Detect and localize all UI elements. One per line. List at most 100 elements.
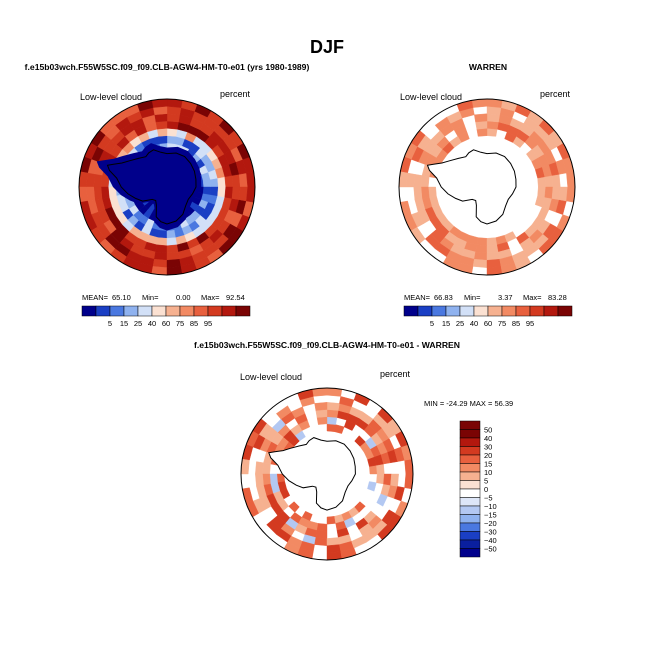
map-cell <box>314 537 328 546</box>
map-cell <box>420 186 430 199</box>
diff-stats: MIN = -24.29 MAX = 56.39 <box>424 399 513 408</box>
map-cell <box>155 120 168 130</box>
map-cell <box>376 473 385 485</box>
colorbar-swatch <box>81 305 97 317</box>
colorbar-tick-label: 15 <box>442 319 450 328</box>
map-cell <box>544 186 554 199</box>
map-cell <box>315 530 328 539</box>
colorbar-tick-label: 40 <box>470 319 478 328</box>
obs-polar-map <box>398 98 576 276</box>
colorbar-tick-label: −20 <box>484 519 497 528</box>
colorbar-swatch <box>459 454 481 464</box>
colorbar-tick-label: 75 <box>176 319 184 328</box>
colorbar-tick-label: −5 <box>484 494 493 503</box>
map-cell <box>383 473 392 486</box>
map-cell <box>262 462 271 475</box>
map-cell <box>166 237 178 246</box>
page-title: DJF <box>310 37 344 57</box>
map-cell <box>262 473 271 486</box>
map-cell <box>79 171 88 188</box>
colorbar-swatch <box>165 305 181 317</box>
map-cell <box>255 473 264 487</box>
obs-mean-value: 66.83 <box>434 293 453 302</box>
colorbar-swatch <box>431 305 447 317</box>
map-cell <box>326 388 343 397</box>
map-cell <box>354 501 366 513</box>
obs-max-value: 83.28 <box>548 293 567 302</box>
map-cell <box>269 473 278 485</box>
colorbar-swatch <box>487 305 503 317</box>
map-cell <box>376 463 385 475</box>
colorbar-swatch <box>459 480 481 490</box>
model-mean-value: 65.10 <box>112 293 131 302</box>
map-cell <box>486 113 500 123</box>
map-cell <box>157 230 168 239</box>
colorbar-tick-label: 50 <box>484 426 492 435</box>
colorbar-tick-label: 15 <box>484 460 492 469</box>
map-cell <box>326 544 341 554</box>
obs-colorbar: 5 15 25 40 60 75 85 95 <box>403 305 573 328</box>
map-cell <box>486 237 498 246</box>
map-cell <box>428 186 437 198</box>
colorbar-swatch <box>459 429 481 439</box>
map-cell <box>157 135 168 144</box>
colorbar-tick-label: 40 <box>484 434 492 443</box>
colorbar-swatch <box>459 497 481 507</box>
map-cell <box>413 174 423 188</box>
map-border <box>78 98 256 276</box>
obs-min-label: Min= <box>464 293 481 302</box>
obs-min-value: 3.37 <box>498 293 513 302</box>
map-cell <box>326 537 340 546</box>
colorbar-tick-label: 60 <box>162 319 170 328</box>
colorbar-swatch <box>473 305 489 317</box>
colorbar-swatch <box>95 305 111 317</box>
diff-units-label: percent <box>380 369 411 379</box>
colorbar-tick-label: 5 <box>108 319 112 328</box>
colorbar-swatch <box>459 305 475 317</box>
map-cell <box>100 175 110 188</box>
model-units-label: percent <box>220 89 251 99</box>
obs-stats: MEAN= 66.83 Min= 3.37 Max= 83.28 <box>404 293 567 302</box>
colorbar-tick-label: 20 <box>484 451 492 460</box>
map-cell <box>326 516 336 525</box>
map-cell <box>93 186 103 200</box>
map-cell <box>241 458 250 475</box>
antarctica-coastline <box>426 149 517 225</box>
colorbar-swatch <box>543 305 559 317</box>
colorbar-swatch <box>459 488 481 498</box>
map-cell <box>486 251 500 261</box>
colorbar-swatch <box>529 305 545 317</box>
colorbar-swatch <box>459 539 481 549</box>
colorbar-tick-label: 5 <box>484 477 488 486</box>
map-cell <box>151 266 168 275</box>
colorbar-tick-label: 85 <box>190 319 198 328</box>
colorbar-swatch <box>417 305 433 317</box>
colorbar-tick-label: 10 <box>484 468 492 477</box>
colorbar-swatch <box>193 305 209 317</box>
map-cell <box>475 244 488 254</box>
map-cell <box>166 113 180 123</box>
colorbar-swatch <box>123 305 139 317</box>
map-cell <box>474 113 488 123</box>
map-cell <box>224 175 234 188</box>
obs-panel-title: WARREN <box>469 62 507 72</box>
map-cell <box>231 186 241 200</box>
map-cell <box>544 175 554 188</box>
map-cell <box>156 128 168 137</box>
map-cell <box>316 416 328 425</box>
colorbar-swatch <box>459 531 481 541</box>
map-cell <box>486 120 499 130</box>
model-min-label: Min= <box>142 293 159 302</box>
model-panel-title: f.e15b03wch.F55W5SC.f09_f09.CLB-AGW4-HM-… <box>25 62 310 72</box>
diff-panel-title: f.e15b03wch.F55W5SC.f09_f09.CLB-AGW4-HM-… <box>194 340 460 350</box>
colorbar-tick-label: −10 <box>484 502 497 511</box>
map-cell <box>155 244 168 254</box>
colorbar-tick-label: 85 <box>512 319 520 328</box>
map-cell <box>486 128 498 137</box>
colorbar-tick-label: 25 <box>456 319 464 328</box>
map-cell <box>202 186 212 195</box>
model-colorbar: 5 15 25 40 60 75 85 95 <box>81 305 251 328</box>
antarctica-coastline <box>268 437 356 511</box>
colorbar-tick-label: 95 <box>204 319 212 328</box>
